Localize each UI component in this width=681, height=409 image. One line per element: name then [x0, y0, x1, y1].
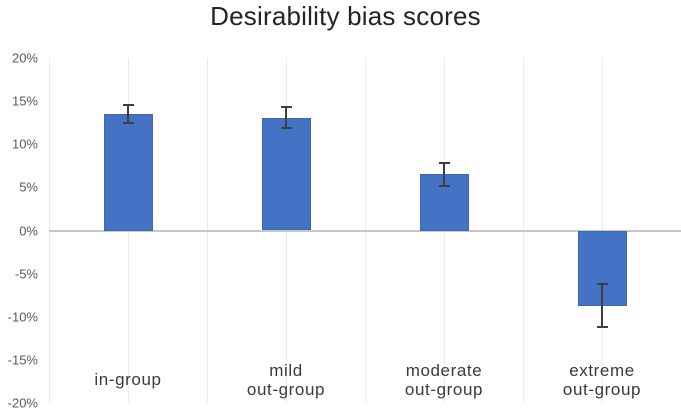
- error-bar-cap: [280, 106, 292, 109]
- zero-axis-line: [49, 229, 681, 232]
- category-label: in-group: [49, 356, 207, 404]
- error-bar: [601, 283, 603, 328]
- category-label-line: out-group: [404, 380, 484, 399]
- error-bar-cap: [122, 122, 134, 125]
- y-tick-label: -15%: [7, 352, 38, 368]
- y-axis: 20% 15% 10% 5% 0% -5% -10% -15% -20%: [0, 51, 38, 409]
- category-label-line: out-group: [562, 380, 642, 399]
- category-label: mild out-group: [207, 356, 365, 404]
- y-tick-label: 15%: [11, 93, 38, 109]
- category-label-line: in-group: [94, 370, 162, 390]
- error-bar: [285, 106, 287, 129]
- category-label-line: extreme: [569, 360, 635, 380]
- y-tick-label: 10%: [11, 136, 38, 152]
- plot-area: [48, 58, 681, 403]
- error-bar-cap: [122, 103, 134, 106]
- category-label-line: out-group: [246, 380, 326, 399]
- error-bar: [443, 162, 445, 187]
- y-tick-label: -20%: [7, 395, 38, 409]
- error-bar-cap: [596, 283, 608, 286]
- y-tick-label: 20%: [11, 50, 38, 66]
- bar-in-group: [103, 114, 153, 231]
- error-bar-cap: [438, 162, 450, 165]
- chart-title: Desirability bias scores: [210, 1, 481, 31]
- error-bar: [127, 103, 129, 125]
- error-bar-cap: [596, 325, 608, 328]
- bar-mild-out-group: [261, 117, 311, 231]
- y-tick-label: -10%: [7, 309, 38, 325]
- error-bar-cap: [438, 184, 450, 187]
- y-tick-label: 5%: [19, 179, 38, 195]
- category-label: moderate out-group: [365, 356, 523, 404]
- category-label: extreme out-group: [523, 356, 681, 404]
- y-tick-label: -5%: [14, 266, 38, 282]
- error-bar-cap: [280, 126, 292, 129]
- category-label-line: mild: [269, 360, 303, 380]
- y-tick-label: 0%: [19, 223, 38, 238]
- category-axis: in-group mild out-group moderate out-group ex…: [49, 356, 681, 404]
- category-label-line: moderate: [405, 360, 483, 380]
